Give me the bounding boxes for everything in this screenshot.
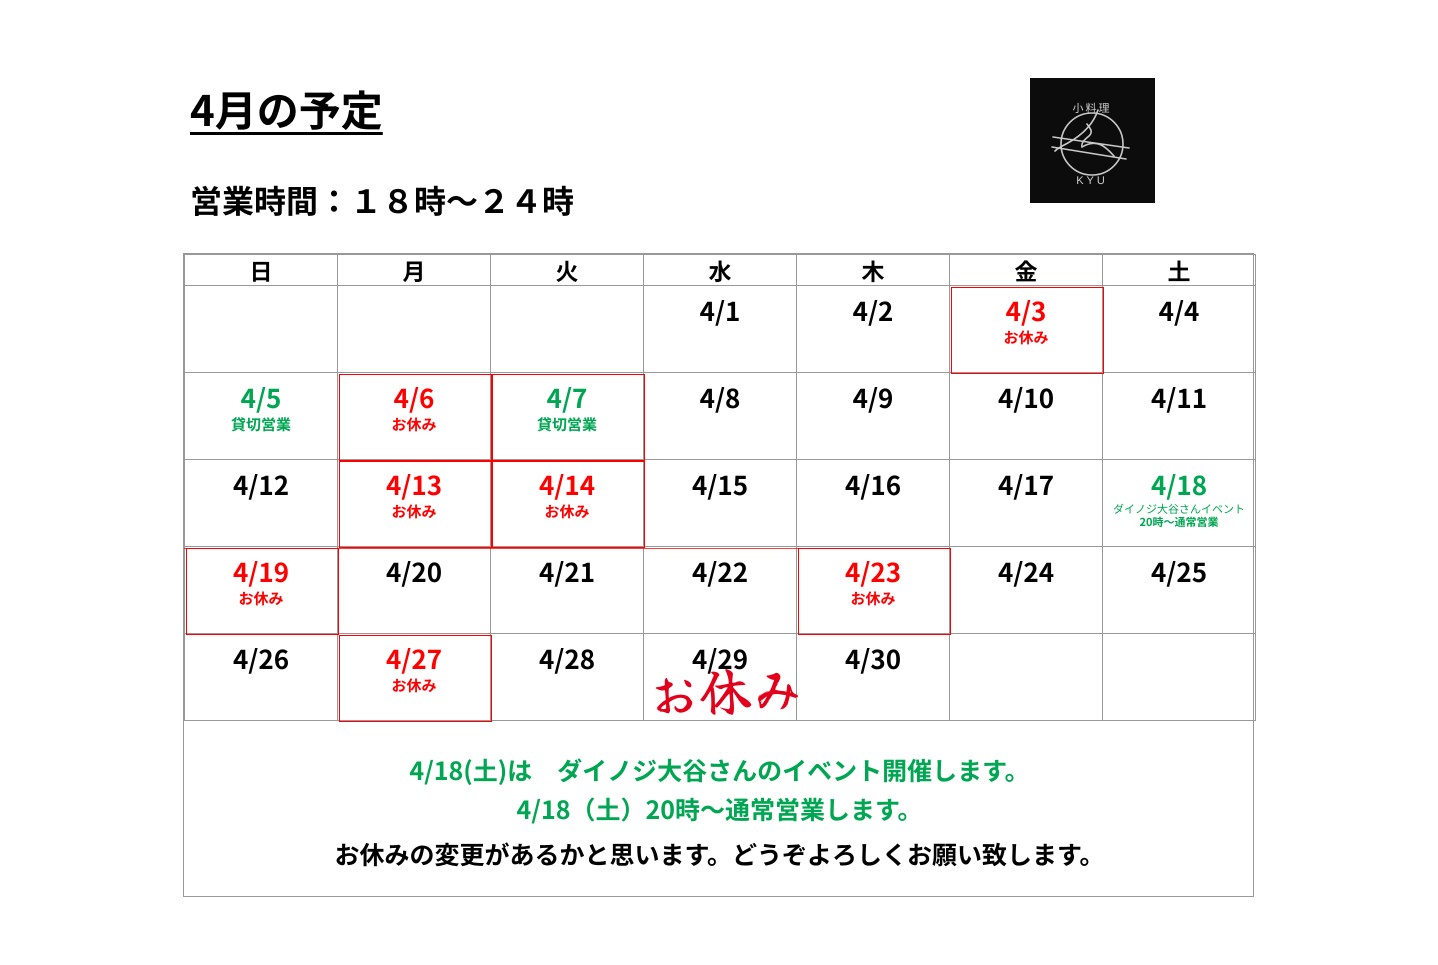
svg-text:KYU: KYU xyxy=(1076,175,1108,187)
